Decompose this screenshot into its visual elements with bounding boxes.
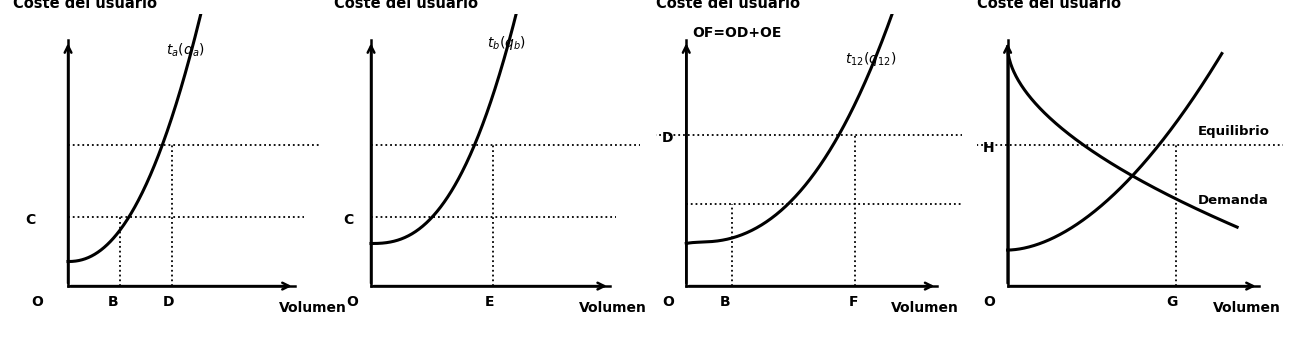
Text: Coste del usuario: Coste del usuario [977,0,1121,11]
Text: B: B [719,295,731,309]
Text: OF=OD+OE: OF=OD+OE [692,26,781,40]
Text: Equilibrio: Equilibrio [1198,125,1269,138]
Text: O: O [346,295,359,309]
Text: O: O [662,295,674,309]
Text: D: D [662,131,673,145]
Text: Volumen: Volumen [579,301,647,315]
Text: $t_a(q_a)$: $t_a(q_a)$ [166,41,205,58]
Text: Volumen: Volumen [279,301,347,315]
Text: O: O [31,295,43,309]
Text: D: D [163,295,175,309]
Text: Demanda: Demanda [1198,194,1267,207]
Text: F: F [849,295,858,309]
Text: G: G [1166,295,1178,309]
Text: H: H [984,141,995,155]
Text: $t_{12}(q_{12})$: $t_{12}(q_{12})$ [845,50,897,68]
Text: Coste del usuario: Coste del usuario [13,0,157,11]
Text: Volumen: Volumen [892,301,959,315]
Text: C: C [25,213,35,227]
Text: Volumen: Volumen [1213,301,1280,315]
Text: E: E [485,295,494,309]
Text: Coste del usuario: Coste del usuario [656,0,800,11]
Text: B: B [108,295,118,309]
Text: Coste del usuario: Coste del usuario [334,0,478,11]
Text: $t_b(q_b)$: $t_b(q_b)$ [487,34,526,52]
Text: C: C [343,213,354,227]
Text: O: O [984,295,995,309]
